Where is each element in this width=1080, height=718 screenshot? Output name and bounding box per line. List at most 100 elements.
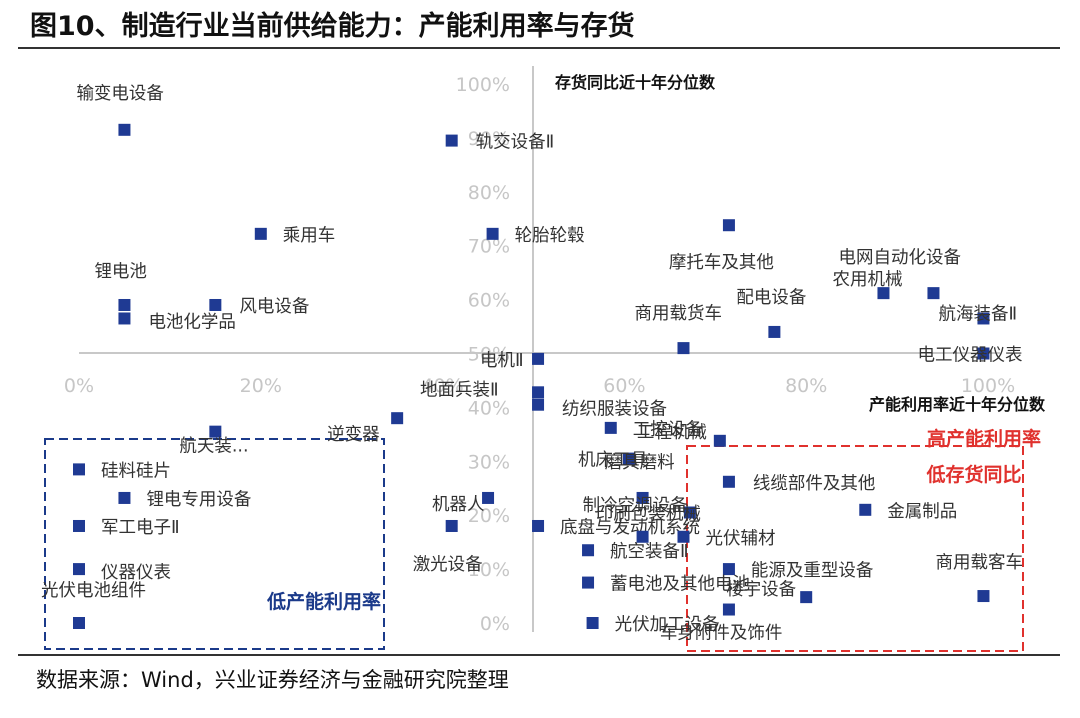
high-utilization-box: [686, 445, 1024, 652]
high-box-label-1: 高产能利用率: [927, 427, 1041, 450]
y-tick-label: 20%: [468, 505, 510, 527]
point-label: 风电设备: [239, 297, 309, 317]
point-label: 商用载货车: [634, 304, 722, 324]
point-label: 底盘与发动机系统: [560, 518, 700, 538]
data-point: [722, 219, 735, 232]
data-point: [532, 519, 545, 532]
data-point: [977, 347, 990, 360]
data-point: [586, 617, 599, 629]
data-point: [768, 325, 781, 338]
data-point: [209, 425, 222, 438]
point-label: 光伏电池组件: [41, 581, 146, 601]
point-label: 硅料硅片: [101, 461, 171, 481]
data-point: [445, 134, 458, 147]
point-label: 电工仪器仪表: [917, 346, 1022, 366]
point-label: 蓄电池及其他电池: [610, 575, 750, 595]
point-label: 轨交设备Ⅱ: [476, 133, 555, 153]
data-point: [722, 563, 735, 576]
source-note: 数据来源：Wind，兴业证券经济与金融研究院整理: [36, 668, 509, 692]
data-point: [683, 506, 696, 519]
point-label: 光伏辅材: [705, 529, 775, 549]
scatter-chart: 0%10%20%30%40%50%60%70%80%90%100%0% 20% 40…: [41, 66, 1046, 652]
y-tick-label: 0%: [480, 613, 510, 635]
point-label: 金属制品: [887, 502, 957, 522]
data-point: [677, 342, 690, 355]
point-label: 航天装...: [179, 437, 248, 457]
data-point: [73, 617, 85, 629]
chart-axes: 0%10%20%30%40%50%60%70%80%90%100%0% 20% 40…: [64, 66, 1046, 635]
point-label: 车身附件及饰件: [660, 624, 783, 644]
y-tick-label: 90%: [468, 128, 510, 150]
point-label: 印刷包装机械: [596, 505, 701, 525]
y-tick-label: 100%: [456, 74, 510, 96]
point-label: 锂电专用设备: [146, 490, 251, 510]
data-point: [927, 287, 940, 300]
x-tick-label: 80%: [785, 375, 827, 397]
point-label: 线缆部件及其他: [753, 474, 876, 494]
figure-title: 图10、制造行业当前供给能力：产能利用率与存货: [30, 11, 635, 42]
point-label: 机床工具: [578, 451, 648, 471]
data-point: [486, 227, 499, 240]
point-label: 制冷空调设备: [583, 496, 688, 516]
data-point: [622, 452, 635, 465]
y-tick-label: 40%: [468, 397, 510, 419]
data-point: [209, 298, 222, 311]
low-utilization-box: [44, 438, 385, 650]
data-point: [636, 530, 649, 543]
data-point: [582, 544, 595, 557]
source-divider: [18, 654, 1060, 656]
point-label: 逆变器: [327, 425, 380, 445]
point-label: 农用机械: [832, 270, 902, 290]
x-tick-label: 0%: [64, 375, 94, 397]
data-point: [977, 590, 990, 603]
point-label: 输变电设备: [76, 84, 164, 104]
data-point: [977, 312, 990, 325]
data-point: [445, 519, 458, 532]
point-label: 配电设备: [736, 288, 806, 308]
data-point: [582, 576, 595, 589]
title-divider: [18, 47, 1060, 49]
data-point: [677, 530, 690, 543]
y-tick-label: 70%: [468, 236, 510, 258]
point-label: 航海装备Ⅱ: [938, 304, 1017, 324]
data-point: [118, 491, 131, 504]
x-tick-label: 20%: [240, 375, 282, 397]
point-label: 楼宇设备: [726, 580, 796, 600]
y-tick-label: 60%: [468, 290, 510, 312]
x-tick-label: 40%: [421, 375, 463, 397]
point-label: 能源及重型设备: [751, 561, 874, 581]
point-label: 纺织服装设备: [562, 400, 667, 420]
point-label: 地面兵装Ⅱ: [420, 380, 499, 400]
y-tick-label: 10%: [468, 559, 510, 581]
data-point: [532, 352, 545, 365]
data-point: [532, 398, 545, 411]
data-point: [391, 412, 404, 425]
data-point: [73, 563, 85, 576]
low-box-label: 低产能利用率: [266, 590, 381, 613]
point-label: 锂电池: [94, 262, 147, 282]
data-point: [73, 519, 85, 532]
point-label: 电池化学品: [148, 312, 236, 332]
point-label: 仪器仪表: [101, 563, 171, 583]
data-point: [800, 591, 813, 604]
point-label: 光伏加工设备: [615, 615, 720, 635]
data-point: [254, 227, 267, 240]
data-point: [636, 491, 649, 504]
point-label: 航空装备Ⅱ: [610, 542, 689, 562]
data-point: [722, 475, 735, 488]
point-label: 摩托车及其他: [669, 253, 774, 273]
point-label: 工程机械: [637, 423, 707, 443]
point-label: 军工电子Ⅱ: [101, 518, 180, 538]
data-point: [118, 298, 131, 311]
point-label: 商用载客车: [935, 553, 1023, 573]
x-tick-label: 60%: [603, 375, 645, 397]
point-label: 磨具磨料: [605, 453, 675, 473]
point-label: 机器人: [432, 495, 485, 515]
y-axis-title: 存货同比近十年分位数: [555, 73, 716, 92]
point-label: 乘用车: [283, 226, 336, 246]
y-tick-label: 80%: [468, 182, 510, 204]
data-point: [877, 287, 890, 300]
data-point: [722, 603, 735, 616]
data-point: [118, 312, 131, 325]
